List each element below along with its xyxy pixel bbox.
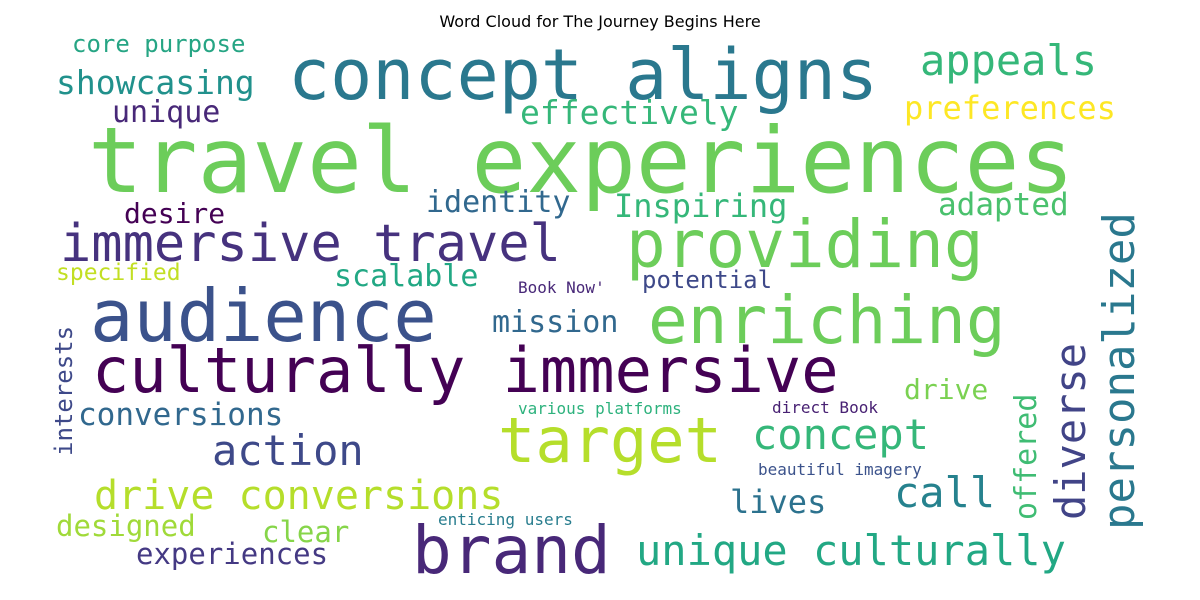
cloud-word: preferences	[904, 89, 1116, 127]
chart-title: Word Cloud for The Journey Begins Here	[439, 12, 761, 31]
cloud-word: Inspiring	[614, 187, 788, 225]
cloud-word: showcasing	[56, 63, 255, 102]
cloud-word: effectively	[520, 93, 739, 132]
cloud-word: mission	[492, 305, 619, 340]
cloud-word: specified	[56, 260, 181, 286]
cloud-word: travel experiences	[88, 109, 1075, 214]
cloud-word: personalized	[1094, 212, 1145, 530]
cloud-word: offered	[1009, 393, 1044, 520]
cloud-word: identity	[426, 185, 571, 220]
cloud-word: designed	[56, 509, 196, 543]
cloud-word: appeals	[920, 36, 1098, 85]
cloud-word: core purpose	[72, 30, 246, 58]
cloud-word: enticing users	[438, 510, 573, 529]
cloud-word: desire	[124, 197, 226, 230]
cloud-word: action	[212, 426, 364, 475]
cloud-word: concept aligns	[288, 34, 879, 116]
cloud-word: conversions	[78, 397, 284, 433]
cloud-word: diverse	[1046, 342, 1095, 520]
cloud-word: potential	[642, 266, 773, 294]
cloud-word: beautiful imagery	[758, 460, 922, 479]
cloud-word: scalable	[334, 259, 479, 294]
cloud-word: unique culturally	[636, 526, 1066, 575]
cloud-word: direct Book	[772, 398, 878, 417]
cloud-word: lives	[730, 483, 827, 521]
cloud-word: call	[894, 468, 996, 517]
cloud-word: Book Now'	[518, 278, 605, 297]
cloud-word: interests	[50, 325, 78, 456]
cloud-word: clear	[262, 515, 350, 549]
cloud-word: audience	[90, 274, 437, 358]
cloud-word: various platforms	[518, 399, 682, 418]
cloud-word: enriching	[648, 282, 1006, 359]
cloud-word: culturally immersive	[92, 334, 839, 407]
cloud-word: brand	[412, 512, 611, 589]
cloud-word: unique	[112, 95, 221, 130]
cloud-word: drive conversions	[94, 473, 504, 519]
cloud-word: experiences	[136, 537, 329, 571]
cloud-word: providing	[626, 206, 984, 283]
cloud-word: adapted	[938, 187, 1069, 223]
cloud-word: concept	[752, 410, 930, 459]
cloud-word: target	[498, 404, 722, 477]
cloud-word: immersive travel	[60, 214, 561, 274]
cloud-word: drive	[904, 373, 989, 406]
